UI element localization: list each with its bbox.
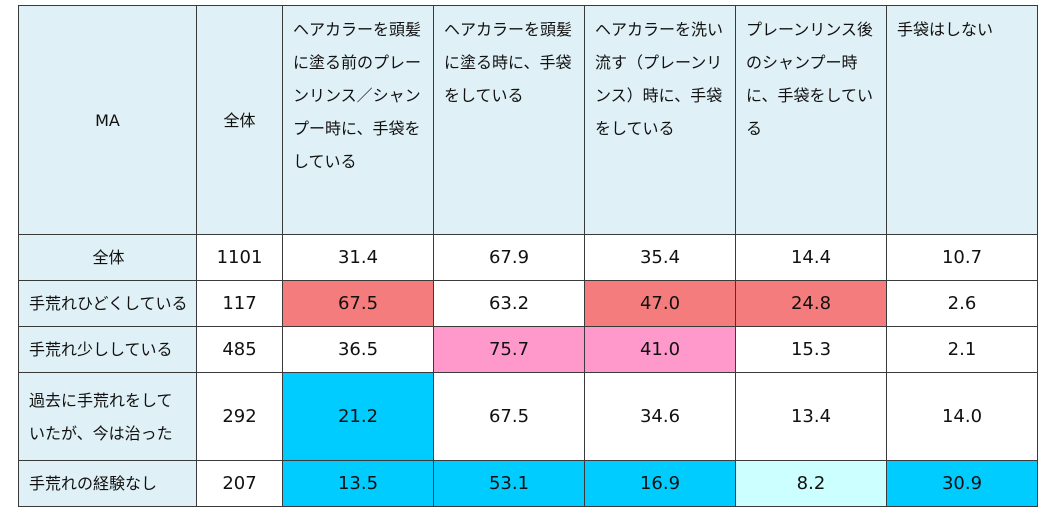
value-cell: 16.9 xyxy=(584,460,736,507)
row-label: 手荒れひどくしている xyxy=(18,280,197,327)
value-cell: 31.4 xyxy=(282,234,434,281)
row-label: 過去に手荒れをしていたが、今は治った xyxy=(18,372,197,461)
value-cell: 67.5 xyxy=(433,372,585,461)
value-cell: 21.2 xyxy=(282,372,434,461)
value-cell: 10.7 xyxy=(886,234,1038,281)
crosstab-table: MA 全体 ヘアカラーを頭髪に塗る前のプレーンリンス／シャンプー時に、手袋をして… xyxy=(18,5,1038,507)
value-cell: 30.9 xyxy=(886,460,1038,507)
total-cell: 292 xyxy=(196,372,283,461)
total-cell: 207 xyxy=(196,460,283,507)
header-row: MA 全体 ヘアカラーを頭髪に塗る前のプレーンリンス／シャンプー時に、手袋をして… xyxy=(18,5,1038,235)
value-cell: 47.0 xyxy=(584,280,736,327)
value-cell: 34.6 xyxy=(584,372,736,461)
table-row: 過去に手荒れをしていたが、今は治った 292 21.2 67.5 34.6 13… xyxy=(18,372,1038,461)
table-row: 手荒れの経験なし 207 13.5 53.1 16.9 8.2 30.9 xyxy=(18,460,1038,507)
row-label: 手荒れの経験なし xyxy=(18,460,197,507)
row-label: 手荒れ少ししている xyxy=(18,326,197,373)
column-header: ヘアカラーを洗い流す（プレーンリンス）時に、手袋をしている xyxy=(584,5,736,235)
value-cell: 2.1 xyxy=(886,326,1038,373)
value-cell: 8.2 xyxy=(735,460,887,507)
value-cell: 14.0 xyxy=(886,372,1038,461)
total-cell: 1101 xyxy=(196,234,283,281)
row-label: 全体 xyxy=(18,234,197,281)
value-cell: 2.6 xyxy=(886,280,1038,327)
value-cell: 53.1 xyxy=(433,460,585,507)
value-cell: 67.5 xyxy=(282,280,434,327)
value-cell: 15.3 xyxy=(735,326,887,373)
column-header: ヘアカラーを頭髪に塗る時に、手袋をしている xyxy=(433,5,585,235)
value-cell: 35.4 xyxy=(584,234,736,281)
crosstab-table-container: MA 全体 ヘアカラーを頭髪に塗る前のプレーンリンス／シャンプー時に、手袋をして… xyxy=(18,5,1038,507)
total-cell: 117 xyxy=(196,280,283,327)
column-header: 手袋はしない xyxy=(886,5,1038,235)
table-row: 手荒れ少ししている 485 36.5 75.7 41.0 15.3 2.1 xyxy=(18,326,1038,373)
total-cell: 485 xyxy=(196,326,283,373)
value-cell: 63.2 xyxy=(433,280,585,327)
corner-label: MA xyxy=(18,5,197,235)
value-cell: 13.5 xyxy=(282,460,434,507)
total-column-header: 全体 xyxy=(196,5,283,235)
value-cell: 75.7 xyxy=(433,326,585,373)
table-row: 全体 1101 31.4 67.9 35.4 14.4 10.7 xyxy=(18,234,1038,281)
value-cell: 41.0 xyxy=(584,326,736,373)
value-cell: 67.9 xyxy=(433,234,585,281)
value-cell: 13.4 xyxy=(735,372,887,461)
column-header: ヘアカラーを頭髪に塗る前のプレーンリンス／シャンプー時に、手袋をしている xyxy=(282,5,434,235)
value-cell: 24.8 xyxy=(735,280,887,327)
column-header: プレーンリンス後のシャンプー時に、手袋をしている xyxy=(735,5,887,235)
table-row: 手荒れひどくしている 117 67.5 63.2 47.0 24.8 2.6 xyxy=(18,280,1038,327)
value-cell: 14.4 xyxy=(735,234,887,281)
value-cell: 36.5 xyxy=(282,326,434,373)
